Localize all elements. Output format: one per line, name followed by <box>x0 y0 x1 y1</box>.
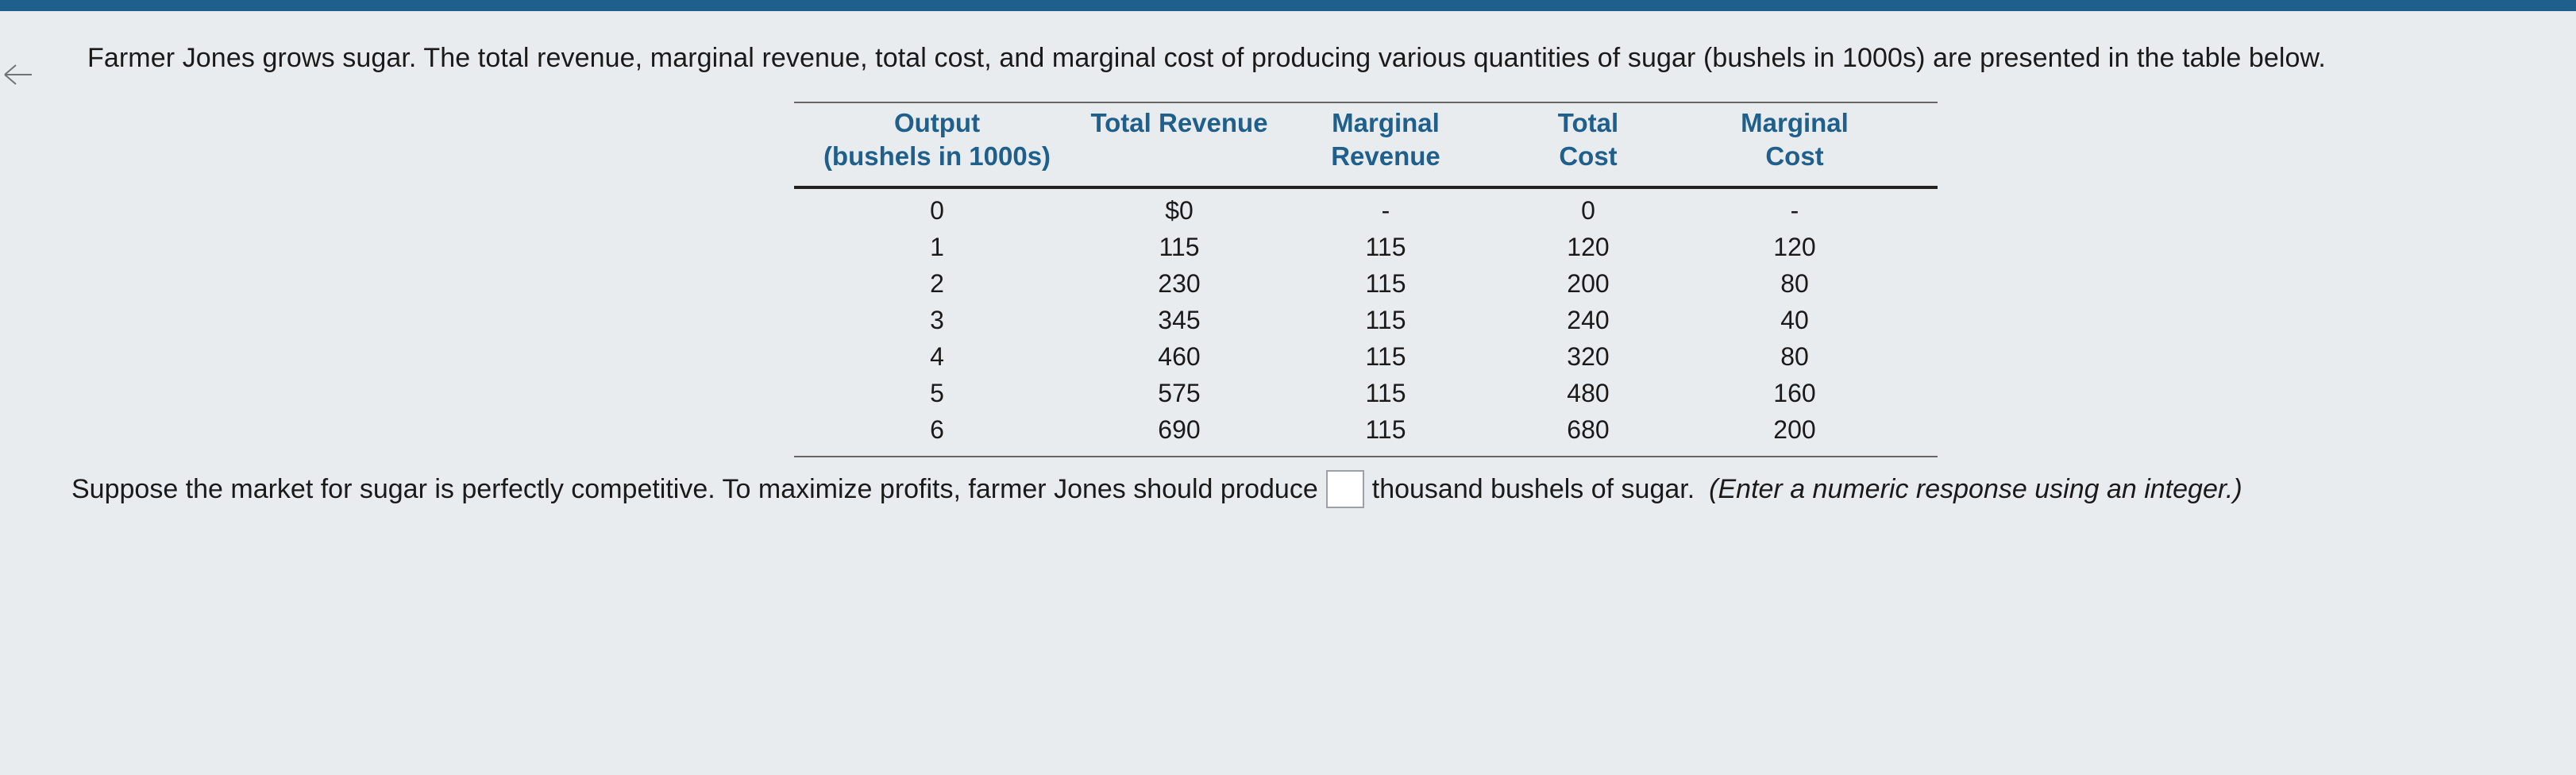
followup-text-after: thousand bushels of sugar. <box>1371 473 1695 504</box>
table-row: 3 345 115 240 40 <box>794 302 1938 338</box>
cell-total-revenue: 575 <box>1158 378 1201 407</box>
table-row: 4 460 115 320 80 <box>794 338 1938 375</box>
question-followup: Suppose the market for sugar is perfectl… <box>71 470 2242 508</box>
answer-input[interactable] <box>1325 470 1364 508</box>
cell-output: 2 <box>930 268 944 298</box>
header-marginal-revenue: Marginal Revenue <box>1331 108 1440 171</box>
question-prompt: Farmer Jones grows sugar. The total reve… <box>87 43 2326 73</box>
cell-marginal-revenue: 115 <box>1365 341 1406 371</box>
table-row: 2 230 115 200 80 <box>794 265 1938 302</box>
data-table: Output (bushels in 1000s) Total Revenue … <box>794 102 1938 457</box>
cell-total-revenue: 460 <box>1158 341 1201 371</box>
cell-output: 1 <box>930 232 944 261</box>
table-row: 1 115 115 120 120 <box>794 229 1938 265</box>
followup-text-before: Suppose the market for sugar is perfectl… <box>71 473 1318 504</box>
cell-output: 5 <box>930 378 944 407</box>
header-divider <box>794 186 1938 189</box>
cell-marginal-cost: 80 <box>1780 268 1809 298</box>
cell-marginal-revenue: 115 <box>1365 305 1406 334</box>
cell-marginal-revenue: 115 <box>1365 268 1406 298</box>
table-header-row: Output (bushels in 1000s) Total Revenue … <box>794 106 1938 183</box>
cell-total-cost: 200 <box>1567 268 1610 298</box>
cell-marginal-cost: - <box>1790 195 1799 225</box>
header-output: Output (bushels in 1000s) <box>823 108 1051 171</box>
cell-marginal-cost: 40 <box>1780 305 1809 334</box>
table-bottom-rule <box>794 456 1938 457</box>
back-arrow-icon[interactable] <box>0 57 35 92</box>
cell-total-cost: 240 <box>1567 305 1610 334</box>
cell-marginal-revenue: 115 <box>1365 378 1406 407</box>
header-total-revenue: Total Revenue <box>1090 108 1268 137</box>
cell-output: 4 <box>930 341 944 371</box>
cell-total-revenue: 690 <box>1158 414 1201 444</box>
cell-marginal-revenue: 115 <box>1365 232 1406 261</box>
header-total-cost: Total Cost <box>1557 108 1619 171</box>
cell-marginal-revenue: 115 <box>1365 414 1406 444</box>
cell-marginal-cost: 200 <box>1773 414 1816 444</box>
table-body: 0 $0 - 0 - 1 115 115 120 120 2 230 115 2… <box>794 189 1938 456</box>
answer-hint: (Enter a numeric response using an integ… <box>1709 473 2242 504</box>
cell-marginal-cost: 80 <box>1780 341 1809 371</box>
table-row: 0 $0 - 0 - <box>794 192 1938 229</box>
cell-output: 6 <box>930 414 944 444</box>
table-row: 5 575 115 480 160 <box>794 375 1938 411</box>
cell-total-cost: 480 <box>1567 378 1610 407</box>
cell-total-revenue: 345 <box>1158 305 1201 334</box>
cell-total-revenue: 230 <box>1158 268 1201 298</box>
cell-total-revenue: 115 <box>1159 232 1200 261</box>
top-bar <box>0 0 2576 11</box>
cell-total-revenue: $0 <box>1165 195 1194 225</box>
cell-total-cost: 0 <box>1581 195 1595 225</box>
table-top-rule <box>794 102 1938 103</box>
cell-marginal-revenue: - <box>1381 195 1390 225</box>
table-row: 6 690 115 680 200 <box>794 411 1938 448</box>
cell-output: 3 <box>930 305 944 334</box>
cell-marginal-cost: 160 <box>1773 378 1816 407</box>
cell-total-cost: 680 <box>1567 414 1610 444</box>
cell-total-cost: 320 <box>1567 341 1610 371</box>
cell-output: 0 <box>930 195 944 225</box>
header-marginal-cost: Marginal Cost <box>1741 108 1849 171</box>
cell-marginal-cost: 120 <box>1773 232 1816 261</box>
cell-total-cost: 120 <box>1567 232 1610 261</box>
